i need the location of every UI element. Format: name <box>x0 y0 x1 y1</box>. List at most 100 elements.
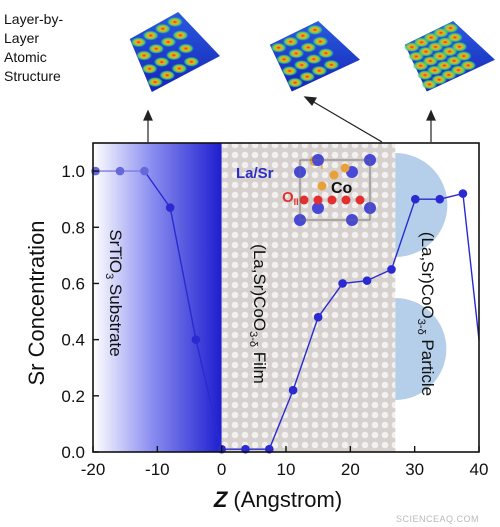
oxygen-ii-atom <box>327 195 337 205</box>
atom-peak <box>148 43 165 54</box>
series-segment <box>169 207 197 340</box>
atom-peak <box>276 54 293 65</box>
atom-peak <box>172 30 189 41</box>
particle-dome-lower <box>395 298 447 400</box>
atom-peak <box>293 60 310 71</box>
atom-peak <box>183 56 200 67</box>
atom-peak <box>442 23 459 34</box>
atom-peak <box>154 23 171 34</box>
x-tick-label: -20 <box>81 460 106 479</box>
atom-peak <box>300 42 317 53</box>
atom-peak <box>166 17 183 27</box>
axes: 0.0 0.2 0.4 0.6 0.8 1.0 -20 -10 0 10 20 30 40 <box>61 142 488 479</box>
atom-peak <box>130 37 147 48</box>
x-axis-title: Z (Angstrom) <box>213 487 342 512</box>
structure-title: Layer-by- Layer Atomic Structure <box>4 11 63 84</box>
structure-title-line-1: Layer-by- <box>4 11 63 27</box>
atom-peak <box>446 32 463 43</box>
atom-peak <box>288 48 305 59</box>
series-segment <box>317 283 344 318</box>
y-axis-title: Sr Concentration <box>24 220 49 385</box>
data-point <box>435 194 445 204</box>
atom-peak <box>165 50 182 61</box>
data-point <box>387 265 396 274</box>
oxygen-ii-atom <box>313 195 323 205</box>
region-arrows <box>143 96 436 143</box>
crystal-structure-inset: La/Sr OI OII Co <box>236 153 376 226</box>
series-segment <box>462 193 480 340</box>
atomic-surface-images <box>129 12 495 92</box>
atom-peak <box>177 43 194 54</box>
data-point <box>338 279 347 288</box>
atom-peak <box>294 30 311 41</box>
data-point <box>362 276 372 285</box>
atom-peak <box>171 63 188 74</box>
atom-peak <box>147 77 164 87</box>
atom-peak <box>455 51 472 62</box>
y-tick-label: 1.0 <box>61 162 85 181</box>
atom-peak <box>323 59 340 70</box>
atom-peak <box>299 71 316 82</box>
oxygen-ii-atom <box>299 195 309 205</box>
particle-label: (La,Sr)CoO3-δ Particle <box>415 232 437 396</box>
particle-dome-upper <box>395 153 448 257</box>
y-tick-label: 0.0 <box>61 443 85 462</box>
series-segment <box>195 339 223 450</box>
oxygen-ii-atom <box>355 195 365 205</box>
y-tick-label: 0.8 <box>61 218 85 237</box>
x-tick-label: -10 <box>145 460 170 479</box>
la-sr-label: La/Sr <box>236 165 274 182</box>
watermark: SCIENCEAQ.COM <box>396 514 479 524</box>
x-tick-label: 0 <box>217 460 226 479</box>
data-point <box>288 385 298 395</box>
plot-background <box>93 143 448 452</box>
oxygen-i-atom <box>340 163 350 173</box>
structure-title-line-4: Structure <box>4 68 61 84</box>
oii-label: OII <box>282 189 299 207</box>
atom-peak <box>305 54 322 65</box>
substrate-region <box>93 143 222 452</box>
atom-peak <box>306 24 323 35</box>
y-tick-label: 0.6 <box>61 274 85 293</box>
atom-peak <box>317 48 334 59</box>
co-label: Co <box>331 180 353 197</box>
inset-atoms <box>294 154 376 226</box>
data-point <box>140 166 149 176</box>
data-point <box>458 189 468 198</box>
surface-substrate <box>129 12 220 92</box>
y-tick-label: 0.4 <box>61 331 85 350</box>
film-region <box>221 143 396 452</box>
data-point <box>313 312 323 322</box>
series-segment <box>366 268 392 282</box>
arrow-film-head <box>303 96 317 107</box>
unit-cell-outline <box>299 159 371 221</box>
series-segment <box>143 170 171 209</box>
oxygen-ii-atom <box>341 195 351 205</box>
data-point <box>165 203 175 212</box>
structure-title-line-3: Atomic <box>4 49 47 65</box>
surface-particle <box>403 21 495 92</box>
atom-peak <box>270 42 287 53</box>
series-segment <box>292 316 319 391</box>
x-tick-label: 20 <box>341 460 360 479</box>
atom-peak <box>282 36 299 47</box>
substrate-label: SrTiO3 Substrate <box>103 229 125 356</box>
y-tick-label: 0.2 <box>61 387 85 406</box>
atom-peak <box>159 70 176 81</box>
la-sr-atom <box>312 202 324 214</box>
atom-peak <box>312 36 329 47</box>
series-segment <box>390 198 416 270</box>
series-segment <box>268 389 294 450</box>
arrow-particle-head <box>426 109 436 121</box>
atom-peak <box>142 30 159 41</box>
region-labels: SrTiO3 Substrate (La,Sr)CoO3-δ Film (La,… <box>103 229 437 396</box>
atom-peak <box>141 63 158 74</box>
structure-title-line-2: Layer <box>4 30 39 46</box>
oxygen-i-atom <box>329 170 339 180</box>
film-label: (La,Sr)CoO3-δ Film <box>247 244 269 384</box>
atom-peak <box>311 65 328 76</box>
atom-peak <box>136 50 153 61</box>
atom-peak <box>153 57 170 67</box>
atom-peak <box>281 65 298 76</box>
